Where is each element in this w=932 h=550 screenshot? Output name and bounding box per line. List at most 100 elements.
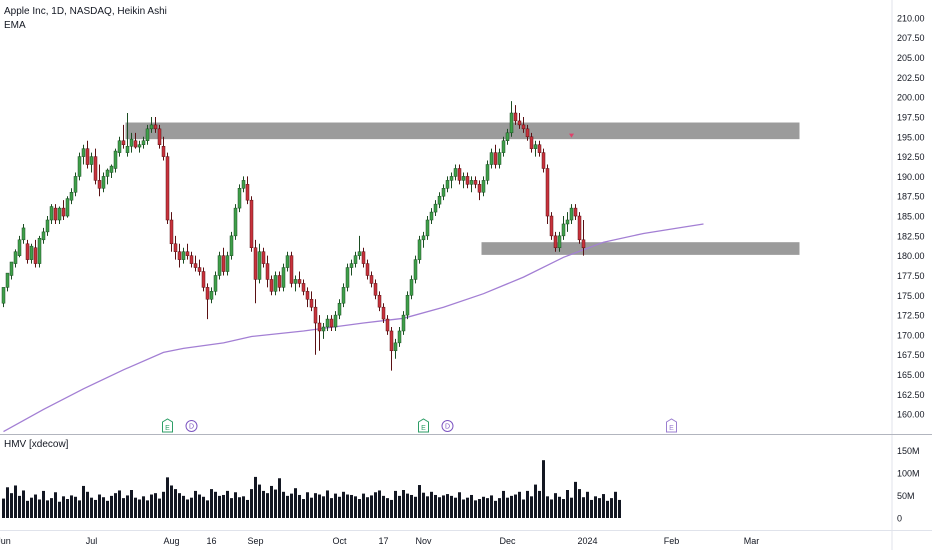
candle-body — [281, 267, 286, 288]
time-tick-label: 2024 — [577, 536, 597, 546]
candle-body — [153, 124, 158, 130]
dividend-marker[interactable]: D — [441, 420, 454, 432]
dividend-marker-label: D — [189, 424, 194, 431]
volume-bar — [566, 490, 569, 518]
candle — [265, 255, 270, 288]
signal-arrow — [569, 133, 574, 138]
volume-bar — [82, 485, 85, 518]
candle — [325, 315, 330, 331]
volume-bar — [38, 499, 41, 518]
candle — [449, 172, 454, 189]
candle-body — [1, 287, 6, 304]
volume-bar — [278, 478, 281, 518]
candle-body — [133, 140, 138, 148]
candle-body — [445, 180, 450, 189]
volume-bar — [34, 494, 37, 518]
candle — [529, 132, 534, 153]
candle-body — [49, 206, 54, 221]
candle — [85, 140, 90, 169]
candle — [377, 291, 382, 312]
candle — [425, 216, 430, 240]
volume-bar — [494, 500, 497, 518]
candle-body — [317, 322, 322, 332]
candle-body — [345, 267, 350, 288]
dividend-marker[interactable]: D — [185, 420, 198, 432]
candle — [89, 152, 94, 173]
candle-body — [109, 165, 114, 173]
volume-bar — [414, 496, 417, 518]
time-tick-label: Jul — [86, 536, 98, 546]
candle-body — [177, 251, 182, 260]
candle-body — [561, 223, 566, 237]
candle-body — [101, 176, 106, 189]
zones-group — [125, 122, 800, 255]
candle — [121, 124, 126, 149]
time-tick-label: Nov — [415, 536, 432, 546]
candle — [417, 235, 422, 264]
candle-body — [577, 215, 582, 241]
dividend-marker-shape — [441, 420, 454, 432]
volume-bar — [390, 499, 393, 518]
candle — [249, 196, 254, 252]
volume-bar — [358, 499, 361, 518]
volume-bar — [370, 495, 373, 518]
candle-body — [125, 146, 130, 153]
volume-bar — [6, 487, 9, 518]
candle-body — [353, 255, 358, 264]
symbol-title[interactable]: Apple Inc, 1D, NASDAQ, Heikin Ashi — [4, 6, 167, 17]
resistance-zone — [125, 122, 800, 140]
candle — [73, 172, 78, 197]
candle — [373, 279, 378, 300]
candle-body — [429, 211, 434, 221]
candle-body — [505, 132, 510, 141]
candle — [9, 261, 14, 280]
candle-body — [113, 150, 118, 169]
candle — [521, 116, 526, 133]
candle-body — [225, 255, 230, 272]
candle — [209, 287, 214, 304]
candle — [69, 188, 74, 205]
candle — [129, 132, 134, 153]
candle-body — [77, 156, 82, 177]
candle-body — [57, 207, 62, 221]
candle — [241, 176, 246, 193]
candle-body — [469, 180, 474, 185]
volume-bar — [574, 481, 577, 518]
earnings-marker[interactable]: E — [162, 418, 173, 433]
candle-body — [273, 275, 278, 292]
candle — [185, 243, 190, 260]
candle — [217, 251, 222, 280]
candle-body — [205, 287, 210, 300]
volume-bar — [606, 500, 609, 518]
volume-bar — [246, 499, 249, 518]
earnings-marker[interactable]: E — [418, 418, 429, 433]
volume-bar — [330, 498, 333, 518]
volume-bar — [250, 489, 253, 518]
volume-bar — [222, 494, 225, 518]
volume-pane-title[interactable]: HMV [xdecow] — [4, 439, 69, 450]
candle-body — [541, 152, 546, 169]
candle — [429, 208, 434, 224]
candle — [173, 235, 178, 260]
candle — [97, 164, 102, 197]
earnings-marker[interactable]: E — [666, 418, 677, 433]
candle — [81, 144, 86, 165]
candles-group — [1, 101, 586, 371]
price-tick-label: 200.00 — [897, 93, 925, 103]
candle — [61, 200, 66, 220]
ema-indicator-label[interactable]: EMA — [4, 20, 26, 31]
candle-body — [141, 140, 146, 145]
candle — [77, 152, 82, 181]
candle — [569, 204, 574, 224]
dividend-marker-shape — [185, 420, 198, 432]
candle-body — [457, 168, 462, 181]
price-tick-label: 175.00 — [897, 291, 925, 301]
candle — [153, 116, 158, 133]
candle — [581, 220, 586, 256]
candle — [385, 315, 390, 335]
candle — [273, 271, 278, 296]
volume-bar — [374, 492, 377, 518]
